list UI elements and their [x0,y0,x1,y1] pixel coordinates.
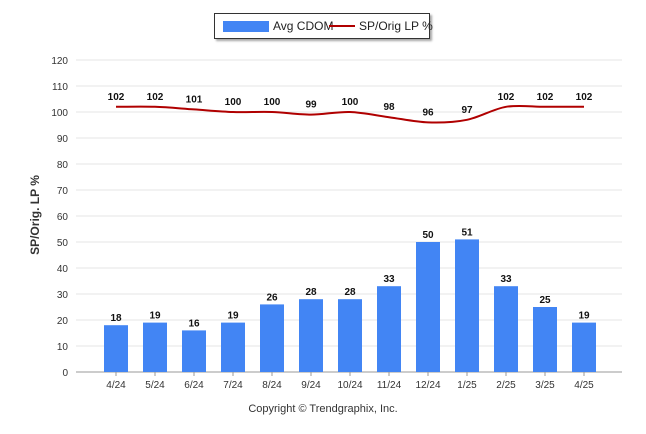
copyright-text: Copyright © Trendgraphix, Inc. [248,403,398,415]
y-tick-label: 50 [57,238,69,249]
line-data-label: 100 [342,97,359,108]
legend-swatch-line [329,25,355,27]
line-data-label: 102 [576,92,593,103]
y-tick-label: 20 [57,316,69,327]
legend-item-sp-orig-lp: SP/Orig LP % [329,19,433,33]
bar-data-label: 18 [110,313,122,324]
x-tick-label: 10/24 [337,380,362,391]
legend-label-avg-cdom: Avg CDOM [273,19,334,33]
line-data-label: 102 [108,92,125,103]
x-tick-label: 5/24 [145,380,165,391]
bar [455,239,479,372]
bar [416,242,440,372]
bar-data-label: 16 [188,318,200,329]
y-axis-label: SP/Orig. LP % [28,175,42,255]
bar [572,322,596,372]
y-tick-label: 110 [52,82,68,93]
y-tick-label: 70 [57,186,69,197]
y-tick-label: 60 [57,212,69,223]
bar [533,307,557,372]
bar-data-label: 25 [539,295,551,306]
x-tick-label: 9/24 [301,380,321,391]
bar-data-label: 28 [344,287,356,298]
bar [299,299,323,372]
bar [221,322,245,372]
bar [182,330,206,372]
line-data-label: 99 [305,100,317,111]
legend-swatch-bar [223,20,269,32]
x-tick-label: 3/25 [535,380,555,391]
x-tick-label: 8/24 [262,380,282,391]
bar-data-label: 51 [461,227,473,238]
y-tick-label: 120 [51,56,68,67]
bar-data-label: 28 [305,287,317,298]
bar-data-label: 19 [227,311,239,322]
bar-data-label: 19 [149,311,161,322]
line-data-label: 102 [537,92,554,103]
legend-label-sp-orig-lp: SP/Orig LP % [359,19,433,33]
bar-data-label: 19 [578,311,590,322]
bar-data-label: 33 [383,274,395,285]
y-tick-label: 80 [57,160,69,171]
x-tick-label: 4/25 [574,380,594,391]
y-tick-label: 90 [57,134,69,145]
x-tick-label: 6/24 [184,380,204,391]
x-tick-label: 4/24 [106,380,126,391]
y-tick-label: 100 [51,108,68,119]
bar [338,299,362,372]
y-tick-label: 0 [62,368,68,379]
y-tick-label: 40 [57,264,69,275]
line-data-label: 100 [264,97,281,108]
x-tick-label: 11/24 [377,380,402,391]
bar [143,322,167,372]
x-tick-label: 12/24 [415,380,440,391]
x-tick-label: 7/24 [223,380,243,391]
line-data-label: 102 [498,92,515,103]
x-tick-label: 2/25 [496,380,516,391]
line-data-label: 96 [422,107,434,118]
y-tick-label: 10 [57,342,69,353]
legend: Avg CDOM SP/Orig LP % [214,13,433,39]
bar [377,286,401,372]
legend-item-avg-cdom: Avg CDOM [223,19,333,33]
bar [104,325,128,372]
bar [260,304,284,372]
line-data-label: 101 [186,94,203,105]
x-tick-label: 1/25 [457,380,477,391]
line-data-label: 98 [383,102,395,113]
line-data-label: 100 [225,97,242,108]
bar [494,286,518,372]
line-data-label: 97 [461,105,473,116]
bar-data-label: 26 [266,292,278,303]
y-tick-label: 30 [57,290,69,301]
bar-data-label: 33 [500,274,512,285]
line-series-sp-orig-lp [115,104,584,124]
line-data-label: 102 [147,92,164,103]
bar-data-label: 50 [422,230,434,241]
